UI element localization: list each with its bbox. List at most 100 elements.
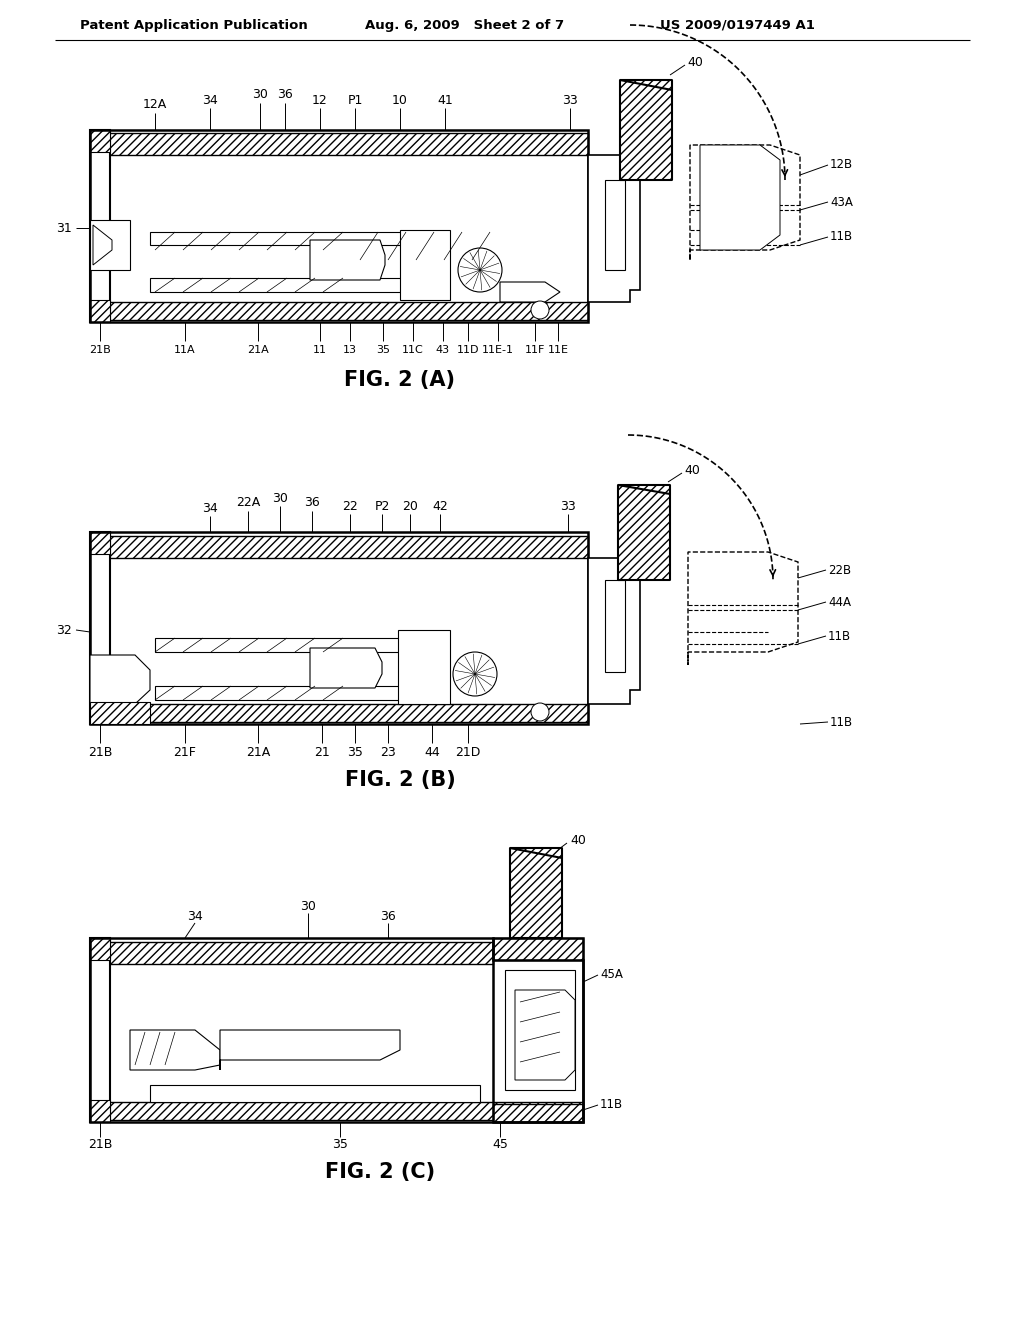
Text: US 2009/0197449 A1: US 2009/0197449 A1 (660, 18, 815, 32)
Polygon shape (400, 230, 450, 300)
Polygon shape (110, 558, 588, 704)
Text: 34: 34 (187, 909, 203, 923)
Text: 11B: 11B (830, 231, 853, 243)
Text: 30: 30 (272, 491, 288, 504)
Text: 35: 35 (347, 746, 362, 759)
Text: 43A: 43A (830, 195, 853, 209)
Polygon shape (130, 1030, 220, 1071)
Bar (108, 704, 588, 722)
Text: FIG. 2 (C): FIG. 2 (C) (325, 1162, 435, 1181)
Bar (510, 847, 562, 939)
Text: FIG. 2 (B): FIG. 2 (B) (345, 770, 456, 789)
Polygon shape (605, 579, 625, 672)
Bar (108, 536, 588, 558)
Text: 44: 44 (424, 746, 440, 759)
Text: 36: 36 (380, 909, 396, 923)
Polygon shape (150, 232, 420, 246)
Polygon shape (588, 154, 640, 302)
Text: 12: 12 (312, 94, 328, 107)
Polygon shape (90, 655, 150, 705)
Polygon shape (310, 240, 385, 280)
Text: 22: 22 (342, 499, 357, 512)
Bar (90, 300, 110, 322)
Text: 21D: 21D (456, 746, 480, 759)
Text: 45: 45 (493, 1138, 508, 1151)
Text: 33: 33 (562, 94, 578, 107)
Polygon shape (90, 220, 130, 271)
Text: 11D: 11D (457, 345, 479, 355)
Text: 13: 13 (343, 345, 357, 355)
Polygon shape (90, 129, 110, 322)
Text: 30: 30 (300, 899, 316, 912)
Text: 34: 34 (202, 502, 218, 515)
Text: 12B: 12B (830, 158, 853, 172)
Text: 34: 34 (202, 94, 218, 107)
Text: P2: P2 (375, 499, 390, 512)
Text: FIG. 2 (A): FIG. 2 (A) (344, 370, 456, 389)
Polygon shape (690, 145, 800, 260)
Text: 22A: 22A (236, 496, 260, 510)
Polygon shape (150, 279, 420, 292)
Text: 11E: 11E (548, 345, 568, 355)
Text: 22B: 22B (828, 564, 851, 577)
Bar (90, 939, 110, 960)
Text: 11F: 11F (525, 345, 545, 355)
Polygon shape (155, 686, 420, 700)
Bar (90, 702, 110, 723)
Text: 42: 42 (432, 499, 447, 512)
Text: 35: 35 (332, 1138, 348, 1151)
Polygon shape (588, 558, 640, 704)
Bar (90, 129, 110, 152)
Text: 21A: 21A (247, 345, 269, 355)
Text: 31: 31 (56, 222, 72, 235)
Text: 23: 23 (380, 746, 396, 759)
Polygon shape (310, 648, 382, 688)
Text: 11A: 11A (174, 345, 196, 355)
Bar (493, 939, 583, 960)
Text: 11E-1: 11E-1 (482, 345, 514, 355)
Text: 33: 33 (560, 499, 575, 512)
Bar (108, 302, 588, 319)
Text: 21B: 21B (88, 746, 113, 759)
Polygon shape (155, 638, 420, 652)
Polygon shape (515, 990, 575, 1080)
Text: Aug. 6, 2009   Sheet 2 of 7: Aug. 6, 2009 Sheet 2 of 7 (365, 18, 564, 32)
Text: 20: 20 (402, 499, 418, 512)
Text: 11: 11 (313, 345, 327, 355)
Text: 40: 40 (684, 463, 700, 477)
Text: 32: 32 (56, 623, 72, 636)
Text: 12A: 12A (143, 99, 167, 111)
Polygon shape (700, 145, 780, 249)
Polygon shape (93, 224, 112, 265)
Circle shape (531, 301, 549, 319)
Bar (620, 81, 672, 180)
Text: P1: P1 (347, 94, 362, 107)
Text: 40: 40 (687, 55, 702, 69)
Circle shape (458, 248, 502, 292)
Text: 30: 30 (252, 88, 268, 102)
Polygon shape (110, 154, 588, 302)
Text: 45A: 45A (600, 969, 623, 982)
Polygon shape (220, 1030, 400, 1071)
Text: 11B: 11B (830, 715, 853, 729)
Polygon shape (398, 630, 450, 704)
Text: 36: 36 (278, 88, 293, 102)
Text: 21B: 21B (89, 345, 111, 355)
Text: Patent Application Publication: Patent Application Publication (80, 18, 308, 32)
Polygon shape (505, 970, 575, 1090)
Text: 43: 43 (436, 345, 451, 355)
Circle shape (531, 704, 549, 721)
Bar (90, 532, 110, 554)
Text: 11B: 11B (828, 630, 851, 643)
Text: 21F: 21F (173, 746, 197, 759)
Text: 44A: 44A (828, 595, 851, 609)
Text: 21B: 21B (88, 1138, 113, 1151)
Circle shape (453, 652, 497, 696)
Polygon shape (90, 939, 110, 1122)
Bar (493, 1104, 583, 1122)
Bar (90, 702, 150, 723)
Bar (108, 133, 588, 154)
Polygon shape (90, 532, 110, 723)
Polygon shape (688, 552, 798, 665)
Bar (108, 1102, 583, 1119)
